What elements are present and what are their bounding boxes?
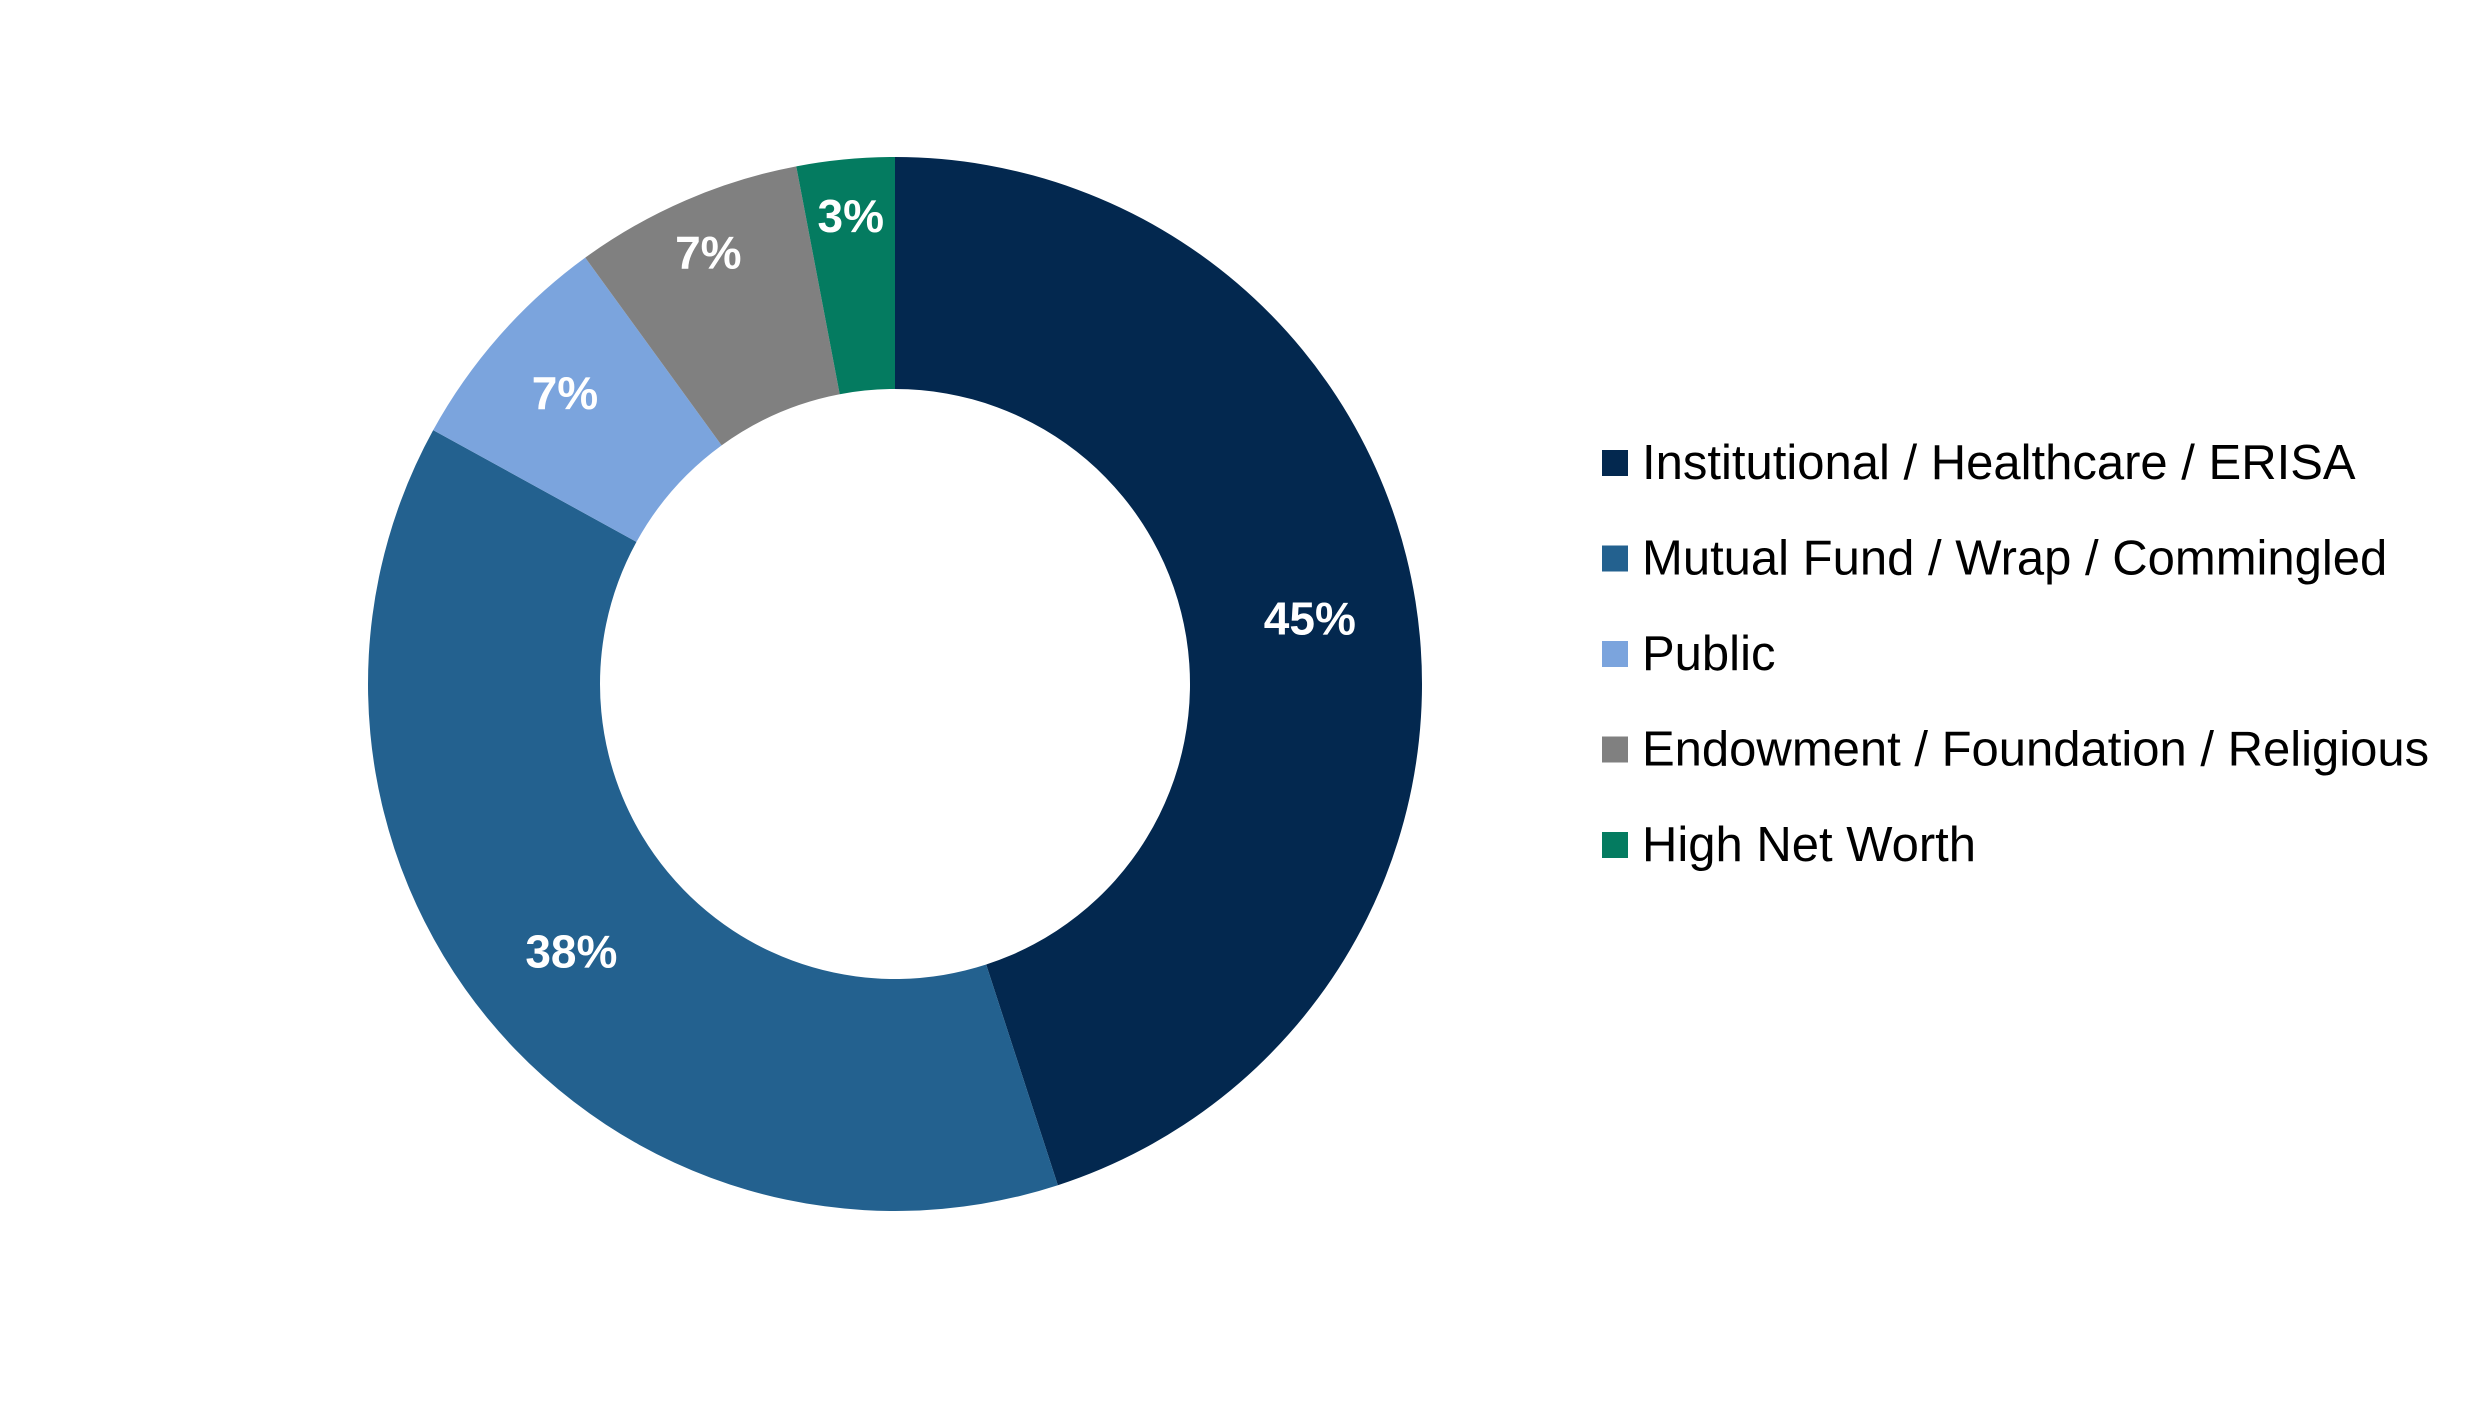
slice-public: [433, 257, 722, 542]
legend: Institutional / Healthcare / ERISA Mutual…: [1602, 436, 2429, 872]
legend-item-high-net-worth: High Net Worth: [1602, 818, 1976, 872]
legend-label-high-net-worth: High Net Worth: [1642, 818, 1976, 872]
legend-label-public: Public: [1642, 627, 1775, 681]
legend-item-endowment-foundation-religious: Endowment / Foundation / Religious: [1602, 723, 2429, 777]
slice-institutional-healthcare-erisa: [895, 157, 1422, 1186]
legend-item-mutual-fund-wrap-commingled: Mutual Fund / Wrap / Commingled: [1602, 532, 2387, 586]
slice-high-net-worth: [796, 157, 895, 395]
data-label-institutional-healthcare-erisa: 45%: [1264, 592, 1356, 644]
legend-item-public: Public: [1602, 627, 1775, 681]
data-label-endowment-foundation-religious: 7%: [675, 227, 741, 279]
legend-swatch-institutional-healthcare-erisa: [1602, 450, 1628, 476]
data-label-high-net-worth: 3%: [818, 190, 884, 242]
slice-mutual-fund-wrap-commingled: [367, 430, 1058, 1211]
legend-swatch-high-net-worth: [1602, 832, 1628, 858]
legend-swatch-mutual-fund-wrap-commingled: [1602, 545, 1628, 572]
donut-data-labels: 45% 38% 7% 7% 3%: [525, 190, 1356, 978]
legend-label-endowment-foundation-religious: Endowment / Foundation / Religious: [1642, 723, 2429, 777]
data-label-public: 7%: [532, 367, 598, 419]
legend-swatch-endowment-foundation-religious: [1602, 736, 1628, 763]
data-label-mutual-fund-wrap-commingled: 38%: [525, 926, 617, 978]
legend-label-institutional-healthcare-erisa: Institutional / Healthcare / ERISA: [1642, 436, 2356, 490]
slice-endowment-foundation-religious: [585, 166, 840, 446]
legend-label-mutual-fund-wrap-commingled: Mutual Fund / Wrap / Commingled: [1642, 532, 2387, 586]
legend-swatch-public: [1602, 641, 1628, 667]
legend-item-institutional-healthcare-erisa: Institutional / Healthcare / ERISA: [1602, 436, 2356, 490]
donut-slices: [367, 157, 1422, 1211]
